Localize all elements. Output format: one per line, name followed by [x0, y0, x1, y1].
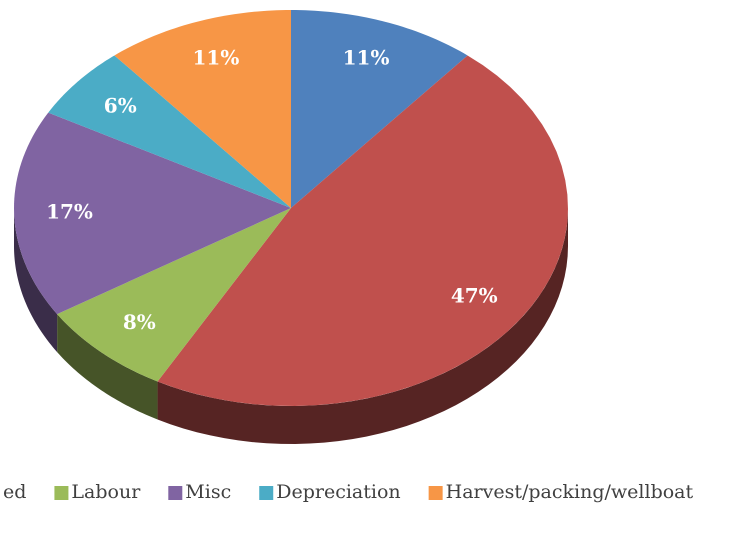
pie-slice [291, 10, 468, 208]
pie-slice [14, 112, 291, 315]
legend-swatch [259, 486, 274, 500]
legend-label: Labour [71, 481, 141, 503]
pie-slice [48, 55, 292, 208]
legend-label: Depreciation [276, 481, 400, 503]
pie-slice [57, 208, 291, 382]
legend-label: ed [3, 481, 26, 503]
legend-label: Harvest/packing/wellboat [446, 481, 694, 503]
pie-side [14, 208, 58, 353]
legend-swatch [428, 486, 443, 500]
legend-swatch [54, 486, 69, 500]
data-label: 47% [451, 284, 498, 308]
data-label: 11% [343, 45, 390, 69]
data-label: 11% [193, 45, 240, 69]
data-label: 17% [46, 199, 93, 223]
pie-side [57, 314, 158, 420]
pie-slice [157, 55, 568, 406]
data-label: 8% [123, 310, 156, 334]
legend-swatch [168, 486, 183, 500]
pie-slice [114, 10, 291, 208]
data-label: 6% [104, 94, 137, 118]
pie-side [157, 208, 568, 444]
legend-label: Misc [185, 481, 231, 503]
